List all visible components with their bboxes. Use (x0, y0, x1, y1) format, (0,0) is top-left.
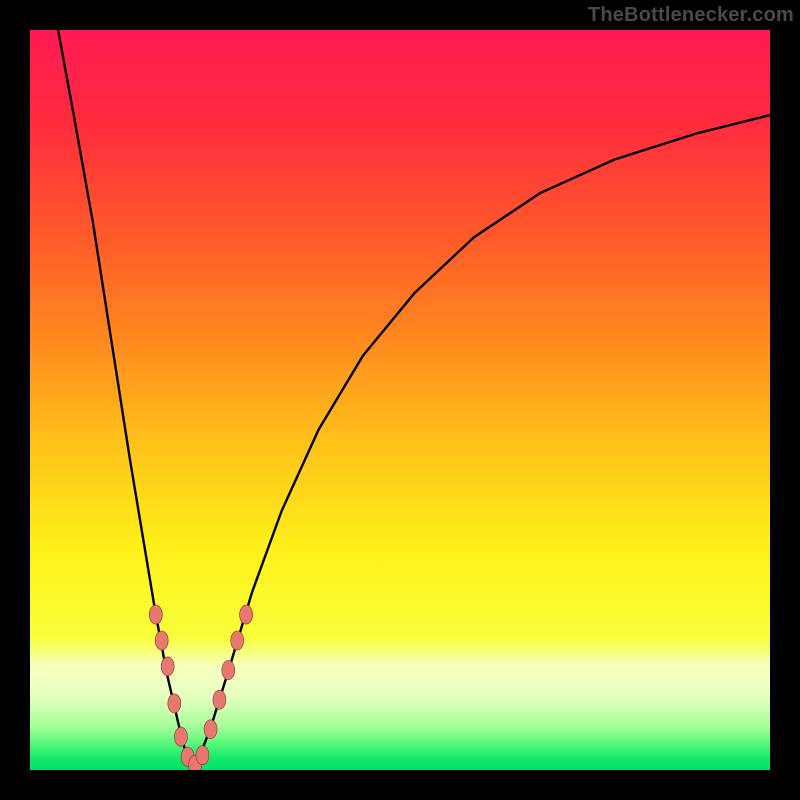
marker-group (149, 605, 252, 770)
marker-bead (213, 690, 226, 709)
marker-bead (204, 720, 217, 739)
outer-frame: TheBottlenecker.com (0, 0, 800, 800)
marker-bead (222, 661, 235, 680)
marker-bead (174, 727, 187, 746)
curve-layer (30, 30, 770, 770)
marker-bead (168, 694, 181, 713)
plot-area (30, 30, 770, 770)
marker-bead (196, 746, 209, 765)
marker-bead (155, 631, 168, 650)
bottleneck-curve (58, 30, 770, 768)
marker-bead (231, 631, 244, 650)
watermark-text: TheBottlenecker.com (588, 4, 794, 27)
marker-bead (149, 605, 162, 624)
marker-bead (240, 605, 253, 624)
marker-bead (161, 657, 174, 676)
